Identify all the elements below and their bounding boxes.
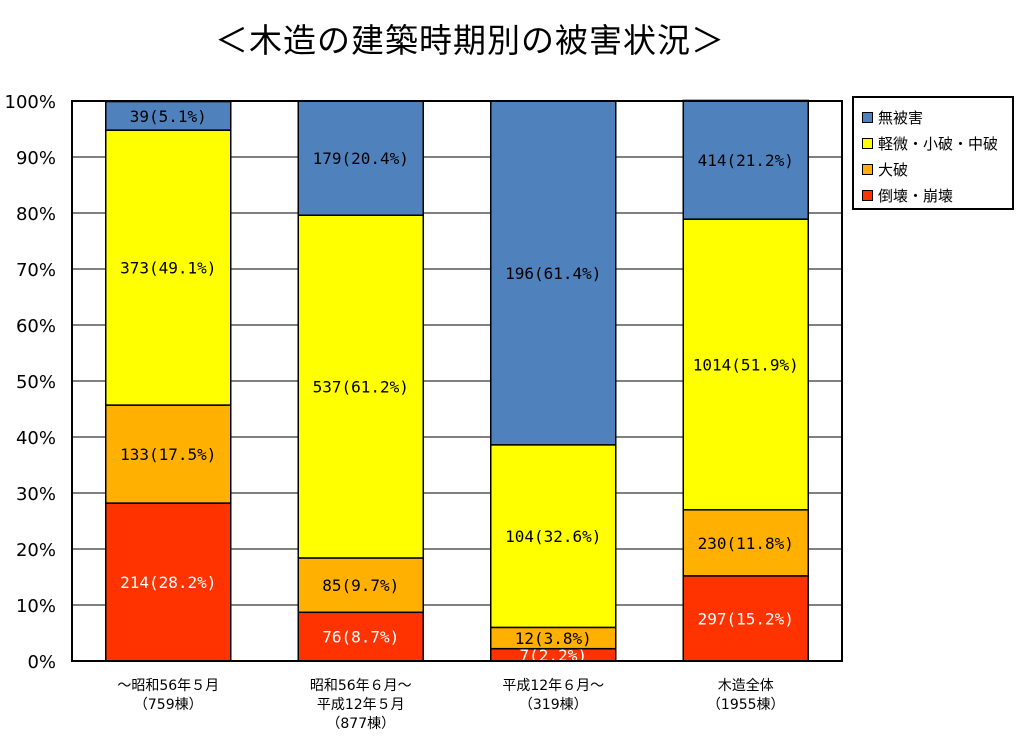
category-label: 平成12年５月 bbox=[317, 697, 405, 713]
legend-item: 無被害 bbox=[862, 104, 1012, 130]
y-tick-label: 60% bbox=[16, 316, 56, 337]
y-tick-label: 20% bbox=[16, 540, 56, 561]
y-tick-label: 90% bbox=[16, 148, 56, 169]
data-label: 196(61.4%) bbox=[505, 264, 601, 283]
y-tick-label: 10% bbox=[16, 596, 56, 617]
legend-item: 倒壊・崩壊 bbox=[862, 182, 1012, 208]
category-label: （877棟） bbox=[326, 716, 395, 732]
bar-segment bbox=[490, 100, 617, 446]
bar-segment bbox=[682, 509, 809, 577]
data-label: 414(21.2%) bbox=[698, 151, 794, 170]
data-label: 104(32.6%) bbox=[505, 527, 601, 546]
category-label: （759棟） bbox=[134, 697, 203, 713]
bar-segment bbox=[105, 129, 232, 406]
data-label: 12(3.8%) bbox=[515, 629, 592, 648]
y-tick-label: 40% bbox=[16, 428, 56, 449]
legend-label: 倒壊・崩壊 bbox=[878, 186, 954, 205]
bar-segment bbox=[297, 214, 424, 559]
plot-border bbox=[71, 100, 843, 662]
category-label: 木造全体 bbox=[718, 677, 774, 694]
legend-swatch bbox=[862, 137, 873, 149]
category-label: ～昭和56年５月 bbox=[117, 678, 219, 694]
bar-segment bbox=[105, 404, 232, 504]
legend-swatch bbox=[862, 189, 873, 201]
data-label: 85(9.7%) bbox=[322, 576, 399, 595]
bar-segment bbox=[682, 218, 809, 511]
bar-segment bbox=[682, 575, 809, 662]
bar-segment bbox=[105, 502, 232, 662]
bar-segment bbox=[297, 100, 424, 216]
data-label: 179(20.4%) bbox=[313, 149, 409, 168]
legend-label: 軽微・小破・中破 bbox=[878, 134, 999, 153]
bar-segment bbox=[297, 611, 424, 662]
data-label: 1014(51.9%) bbox=[693, 355, 799, 374]
legend-item: 軽微・小破・中破 bbox=[862, 130, 1012, 156]
data-label: 214(28.2%) bbox=[120, 573, 216, 592]
legend-swatch bbox=[862, 163, 873, 175]
data-label: 76(8.7%) bbox=[322, 628, 399, 647]
category-label: 昭和56年６月～ bbox=[310, 678, 412, 694]
y-tick-label: 70% bbox=[16, 260, 56, 281]
data-label: 537(61.2%) bbox=[313, 378, 409, 397]
y-tick-label: 50% bbox=[16, 372, 56, 393]
category-label: （319棟） bbox=[519, 697, 588, 713]
bar-segment bbox=[490, 444, 617, 629]
data-label: 297(15.2%) bbox=[698, 609, 794, 628]
data-label: 230(11.8%) bbox=[698, 534, 794, 553]
y-tick-label: 30% bbox=[16, 484, 56, 505]
legend-label: 無被害 bbox=[878, 108, 924, 127]
bar-segment bbox=[682, 99, 809, 220]
y-tick-label: 0% bbox=[27, 652, 56, 673]
legend-label: 大破 bbox=[878, 160, 909, 179]
legend: 無被害軽微・小破・中破 大破倒壊・崩壊 bbox=[852, 96, 1014, 210]
category-label: （1955棟） bbox=[707, 697, 785, 713]
data-label: 373(49.1%) bbox=[120, 259, 216, 278]
legend-item: 大破 bbox=[862, 156, 1012, 182]
category-label: 平成12年６月～ bbox=[502, 678, 604, 694]
y-tick-label: 100% bbox=[5, 92, 56, 113]
legend-swatch bbox=[862, 111, 873, 123]
y-tick-label: 80% bbox=[16, 204, 56, 225]
bar-segment bbox=[105, 100, 232, 131]
chart-title: ＜木造の建築時期別の被害状況＞ bbox=[215, 21, 725, 60]
data-label: 39(5.1%) bbox=[130, 107, 207, 126]
data-label: 133(17.5%) bbox=[120, 445, 216, 464]
